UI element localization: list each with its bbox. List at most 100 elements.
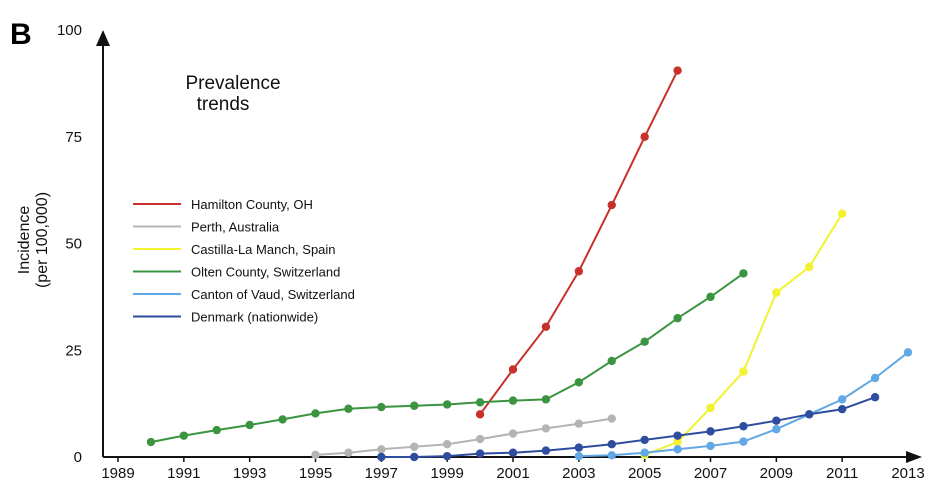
x-tick-label: 2003 — [562, 465, 595, 481]
data-point — [377, 452, 386, 462]
data-point — [673, 437, 682, 447]
x-tick-label: 1991 — [167, 465, 200, 481]
data-point — [903, 348, 913, 357]
data-point — [508, 429, 518, 438]
data-point — [607, 356, 616, 366]
y-axis-arrowhead — [96, 30, 110, 46]
data-point — [607, 451, 616, 460]
x-tick-label: 1995 — [299, 465, 332, 481]
data-point — [706, 427, 715, 436]
data-point — [837, 395, 847, 404]
data-point — [344, 404, 353, 413]
legend-label: Perth, Australia — [191, 220, 280, 235]
x-tick-label: 1999 — [430, 465, 463, 481]
y-tick-label: 100 — [57, 22, 82, 39]
data-point — [607, 439, 616, 449]
data-point — [739, 269, 748, 278]
series-line — [479, 70, 679, 415]
x-tick-label: 2011 — [826, 465, 858, 481]
data-point — [837, 404, 847, 414]
data-point — [475, 434, 485, 444]
data-point — [640, 337, 649, 346]
data-point — [377, 445, 386, 454]
data-point — [508, 365, 518, 374]
x-tick-label: 2013 — [891, 465, 924, 481]
data-point — [508, 448, 518, 457]
data-point — [442, 439, 452, 449]
series-group — [475, 66, 682, 419]
x-tick-label: 1989 — [101, 465, 134, 481]
data-point — [739, 422, 748, 431]
data-point — [179, 431, 189, 440]
series-group — [377, 393, 880, 462]
x-tick-label: 2001 — [496, 465, 529, 481]
data-point — [475, 410, 485, 419]
data-point — [574, 267, 584, 276]
legend: Hamilton County, OH Perth, Australia Casti… — [133, 197, 355, 325]
data-point — [344, 448, 353, 457]
data-point — [410, 442, 419, 451]
data-point — [640, 132, 649, 141]
data-point — [772, 425, 781, 434]
data-point — [673, 66, 682, 75]
y-axis-label-line-1: Incidence — [16, 206, 33, 275]
axes — [96, 30, 922, 463]
data-point — [508, 396, 518, 405]
data-point — [377, 402, 386, 412]
data-point — [706, 441, 715, 451]
legend-label: Denmark (nationwide) — [191, 310, 318, 325]
data-point — [442, 400, 452, 409]
data-point — [640, 448, 649, 457]
data-point — [212, 425, 221, 435]
y-tick-label: 50 — [65, 236, 82, 253]
data-point — [574, 451, 584, 461]
legend-label: Hamilton County, OH — [191, 197, 313, 212]
data-point — [574, 378, 584, 387]
data-point — [739, 367, 748, 376]
x-tick-label: 2005 — [628, 465, 661, 481]
y-tick-label: 0 — [74, 449, 82, 466]
chart-title-line-1: Prevalence — [185, 73, 280, 94]
data-point — [541, 424, 551, 433]
data-point — [541, 446, 551, 455]
series-group — [640, 209, 847, 460]
data-point — [475, 449, 485, 458]
data-point — [706, 292, 715, 302]
data-point — [805, 410, 814, 419]
series-line — [644, 213, 844, 456]
series-line — [381, 396, 876, 458]
data-point — [607, 200, 616, 210]
data-point — [475, 398, 485, 407]
panel-label: B — [10, 18, 32, 51]
data-point — [245, 420, 254, 430]
data-point — [278, 415, 287, 424]
data-point — [311, 450, 320, 460]
data-point — [805, 262, 814, 272]
data-point — [739, 437, 748, 446]
data-point — [772, 416, 781, 425]
series-layer — [146, 66, 913, 462]
series-group — [311, 414, 616, 460]
data-point — [541, 322, 551, 331]
data-point — [607, 414, 616, 423]
series-group — [146, 269, 748, 447]
data-point — [574, 443, 584, 452]
y-tick-label: 75 — [65, 129, 82, 146]
data-point — [410, 401, 419, 410]
data-point — [706, 403, 715, 413]
data-point — [870, 393, 880, 402]
series-line — [315, 417, 612, 456]
y-tick-label: 25 — [65, 342, 82, 359]
data-point — [837, 209, 847, 218]
y-tick-labels: 0 25 50 75 100 — [57, 22, 82, 466]
data-point — [870, 373, 880, 383]
data-point — [410, 452, 419, 462]
data-point — [640, 435, 649, 445]
y-axis-label-line-2: (per 100,000) — [34, 192, 51, 288]
series-group — [574, 348, 913, 461]
x-tick-label: 1993 — [233, 465, 266, 481]
data-point — [311, 409, 320, 418]
legend-label: Olten County, Switzerland — [191, 265, 340, 280]
x-tick-label: 1997 — [365, 465, 398, 481]
